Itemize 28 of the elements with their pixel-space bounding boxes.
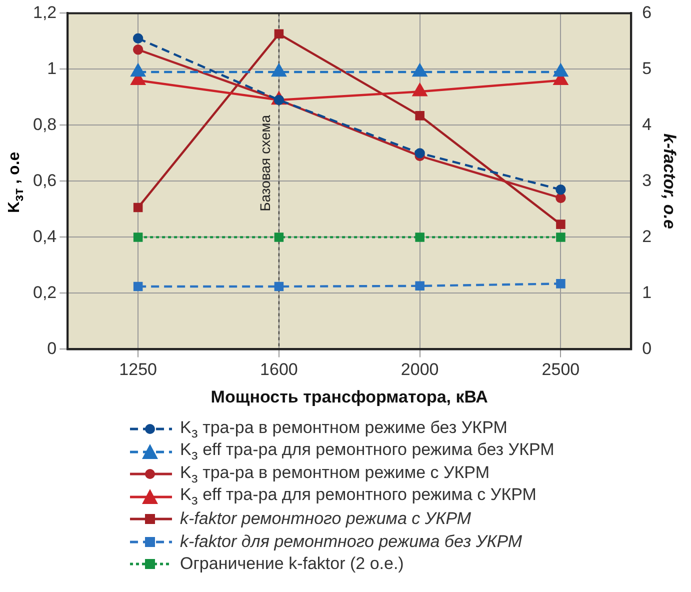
x-tick-label: 2500 <box>542 360 580 380</box>
legend-label: k-faktor для ремонтного режима без УКРМ <box>180 532 522 552</box>
legend-label: Ограничение k-faktor (2 о.е.) <box>180 554 404 574</box>
y-tick-label: 0 <box>47 338 57 358</box>
y2-tick-label: 6 <box>642 2 652 22</box>
x-tick-label: 1600 <box>260 360 298 380</box>
y-tick-label: 0,8 <box>32 114 57 134</box>
x-tick-label: 2000 <box>400 360 439 380</box>
y2-tick-label: 1 <box>642 282 652 302</box>
legend-label: K$_{з}$ eff тра-ра для ремонтного режима без УКРМ <box>180 440 554 464</box>
y-tick-label: 0,2 <box>32 282 57 302</box>
legend-label: K$_{з}$ тра-ра в ремонтном режиме с УКРМ <box>180 462 490 486</box>
y-tick-label: 1 <box>47 58 57 78</box>
y2-tick-label: 0 <box>642 338 652 358</box>
y2-tick-label: 4 <box>642 114 652 134</box>
y2-axis-title: k-factor, o.e <box>660 133 680 229</box>
ref-line-label: Базовая схема <box>256 114 273 212</box>
x-tick-label: 1250 <box>119 360 157 380</box>
legend-label: K$_{з}$ тра-ра в ремонтном режиме без УКРМ <box>180 418 508 441</box>
y-tick-label: 1,2 <box>32 2 57 22</box>
x-axis-title: Мощность трансформатора, кВА <box>210 387 488 406</box>
y-tick-label: 0,4 <box>32 226 57 246</box>
legend-label: K$_{з}$ eff тра-ра для ремонтного режима с УКРМ <box>180 485 536 508</box>
y-tick-label: 0,6 <box>32 170 57 190</box>
y2-tick-label: 3 <box>642 170 652 190</box>
legend-label: k-faktor ремонтного режима с УКРМ <box>180 509 472 530</box>
y2-tick-label: 5 <box>642 58 652 78</box>
y2-tick-label: 2 <box>642 226 652 246</box>
